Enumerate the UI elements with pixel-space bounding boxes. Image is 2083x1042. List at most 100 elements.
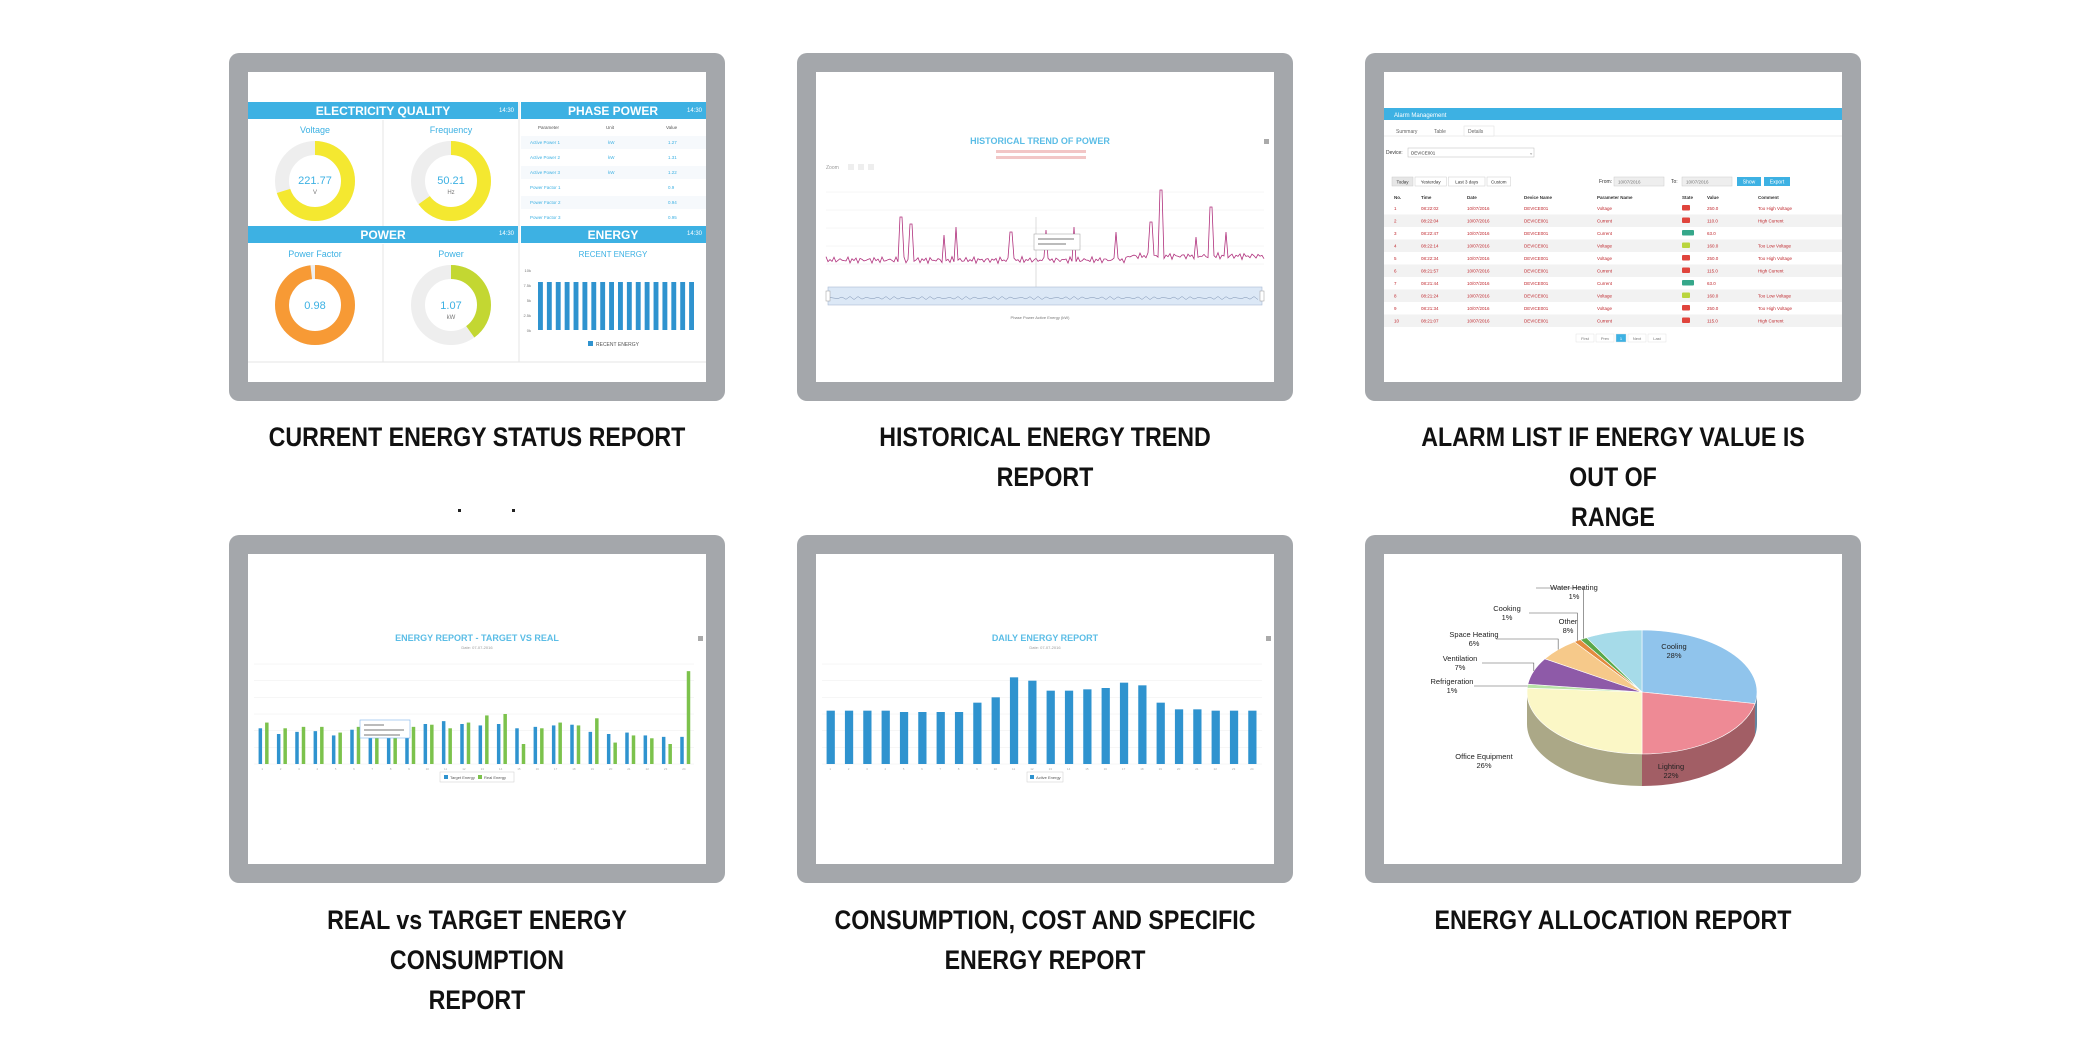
tooltip-line xyxy=(1038,238,1074,240)
bar-active-energy xyxy=(1064,690,1074,764)
to-label: To: xyxy=(1671,179,1678,185)
pie-label: Space Heating xyxy=(1449,630,1498,639)
target-vs-real-chart: ENERGY REPORT - TARGET VS REAL Date: 07-… xyxy=(254,633,703,783)
pager-label: Last xyxy=(1653,336,1661,341)
tab-details[interactable]: Details xyxy=(1468,129,1484,135)
legend-label-real: Real Energy xyxy=(484,775,506,780)
navigator[interactable] xyxy=(827,286,1263,306)
bar-active-energy xyxy=(826,710,835,764)
table-row xyxy=(1384,239,1842,252)
recent-energy-bar xyxy=(609,282,614,330)
alarm-management: Alarm Management Summary Table Details D… xyxy=(1384,108,1842,343)
screen: ELECTRICITY QUALITY 14:30 PHASE POWER 14… xyxy=(248,72,706,382)
pie-label: Cooling xyxy=(1661,642,1686,651)
y-tick-label: 5k xyxy=(527,298,531,303)
pie-label: 1% xyxy=(1569,592,1580,601)
x-tick-label: 20 xyxy=(609,767,613,771)
table-cell: Too High Voltage xyxy=(1758,306,1793,311)
x-tick-label: 10 xyxy=(994,767,998,771)
screen: HISTORICAL TREND OF POWER Zoom Phase Pow xyxy=(816,72,1274,382)
bar-target-energy xyxy=(441,721,446,764)
bar-active-energy xyxy=(1119,682,1129,764)
x-tick-label: 12 xyxy=(462,767,466,771)
tab-summary[interactable]: Summary xyxy=(1396,129,1418,135)
pager-button[interactable] xyxy=(1575,333,1595,343)
from-date-input[interactable] xyxy=(1613,176,1665,187)
range-button[interactable] xyxy=(1414,176,1447,187)
caption-line: REAL vs TARGET ENERGY CONSUMPTION xyxy=(327,905,627,975)
menu-icon[interactable] xyxy=(1264,139,1269,144)
table-cell: 08:22:14 xyxy=(1421,244,1439,249)
caption-line: ENERGY ALLOCATION REPORT xyxy=(1434,905,1792,935)
table-cell: Power Factor 3 xyxy=(530,215,561,220)
table-row xyxy=(1384,214,1842,227)
screen: ENERGY REPORT - TARGET VS REAL Date: 07-… xyxy=(248,554,706,864)
table-cell: 08:21:24 xyxy=(1421,294,1439,299)
bar-target-energy xyxy=(570,724,574,764)
range-button[interactable] xyxy=(1486,176,1511,187)
voltage-value: 221.77 xyxy=(298,175,332,187)
zoom-button[interactable] xyxy=(868,164,874,170)
status-badge xyxy=(1682,205,1690,211)
table-cell: 10/07/2016 xyxy=(1467,219,1490,224)
tab-table[interactable]: Table xyxy=(1434,129,1446,135)
bar-target-energy xyxy=(368,729,373,764)
export-button[interactable] xyxy=(1764,177,1790,186)
table-cell: 10/07/2016 xyxy=(1467,294,1490,299)
table-cell: 0.94 xyxy=(668,200,677,205)
range-button[interactable] xyxy=(1391,176,1414,187)
recent-energy-bar xyxy=(555,282,561,330)
table-cell: 4 xyxy=(1394,244,1397,249)
menu-icon[interactable] xyxy=(1266,636,1271,641)
bar-real-energy xyxy=(631,735,636,764)
pager-button[interactable] xyxy=(1595,333,1615,343)
tooltip-line xyxy=(1038,243,1066,245)
table-cell: 08:21:57 xyxy=(1421,269,1439,274)
pager-button[interactable] xyxy=(1627,333,1647,343)
table-cell: DEVICE001 xyxy=(1524,231,1549,236)
monitor-frame: ENERGY REPORT - TARGET VS REAL Date: 07-… xyxy=(229,535,725,883)
menu-icon[interactable] xyxy=(698,636,703,641)
zoom-button[interactable] xyxy=(858,164,864,170)
monitor-frame: ELECTRICITY QUALITY 14:30 PHASE POWER 14… xyxy=(229,53,725,401)
daily-subtitle: Date: 07-07-2016 xyxy=(1029,645,1061,650)
navigator-handle-right[interactable] xyxy=(1259,290,1265,302)
table-cell: 10/07/2016 xyxy=(1467,231,1490,236)
table-cell: Power Factor 1 xyxy=(530,185,561,190)
bar-real-energy xyxy=(595,718,599,764)
power-factor-value: 0.98 xyxy=(304,300,325,312)
screen: Alarm Management Summary Table Details D… xyxy=(1384,72,1842,382)
x-tick-label: 16 xyxy=(536,767,540,771)
pie-label: Water Heating xyxy=(1550,583,1598,592)
bar-active-energy xyxy=(1101,688,1110,764)
pager-button[interactable] xyxy=(1615,333,1627,343)
range-button[interactable] xyxy=(1448,176,1486,187)
from-label: From: xyxy=(1599,179,1612,185)
bar-target-energy xyxy=(258,728,263,764)
x-tick-label: 20 xyxy=(1177,767,1181,771)
x-tick-label: 19 xyxy=(591,767,595,771)
pie-slice-cooling xyxy=(1641,629,1758,704)
bar-real-energy xyxy=(393,724,397,764)
x-tick-label: 3 xyxy=(298,767,300,771)
bar-active-energy xyxy=(936,712,945,764)
x-tick-label: 17 xyxy=(554,767,558,771)
recent-energy-bar xyxy=(626,282,632,330)
table-cell: 08:21:07 xyxy=(1421,319,1439,324)
caption: CONSUMPTION, COST AND SPECIFIC ENERGY RE… xyxy=(832,900,1259,980)
to-date-input[interactable] xyxy=(1681,176,1733,187)
pager-label: First xyxy=(1581,336,1590,341)
navigator-handle-left[interactable] xyxy=(825,290,831,302)
table-cell: Current xyxy=(1597,219,1613,224)
table-cell: 08:22:04 xyxy=(1421,219,1439,224)
bar-real-energy xyxy=(301,726,306,764)
recent-energy-title: RECENT ENERGY xyxy=(579,250,648,259)
show-button[interactable] xyxy=(1737,177,1761,186)
x-tick-label: 1 xyxy=(261,767,263,771)
zoom-button[interactable] xyxy=(848,164,854,170)
table-cell: DEVICE001 xyxy=(1524,294,1549,299)
pager-button[interactable] xyxy=(1647,333,1667,343)
table-cell: 115.0 xyxy=(1707,269,1718,274)
device-select[interactable] xyxy=(1407,147,1535,158)
table-cell: 10/07/2016 xyxy=(1467,319,1490,324)
